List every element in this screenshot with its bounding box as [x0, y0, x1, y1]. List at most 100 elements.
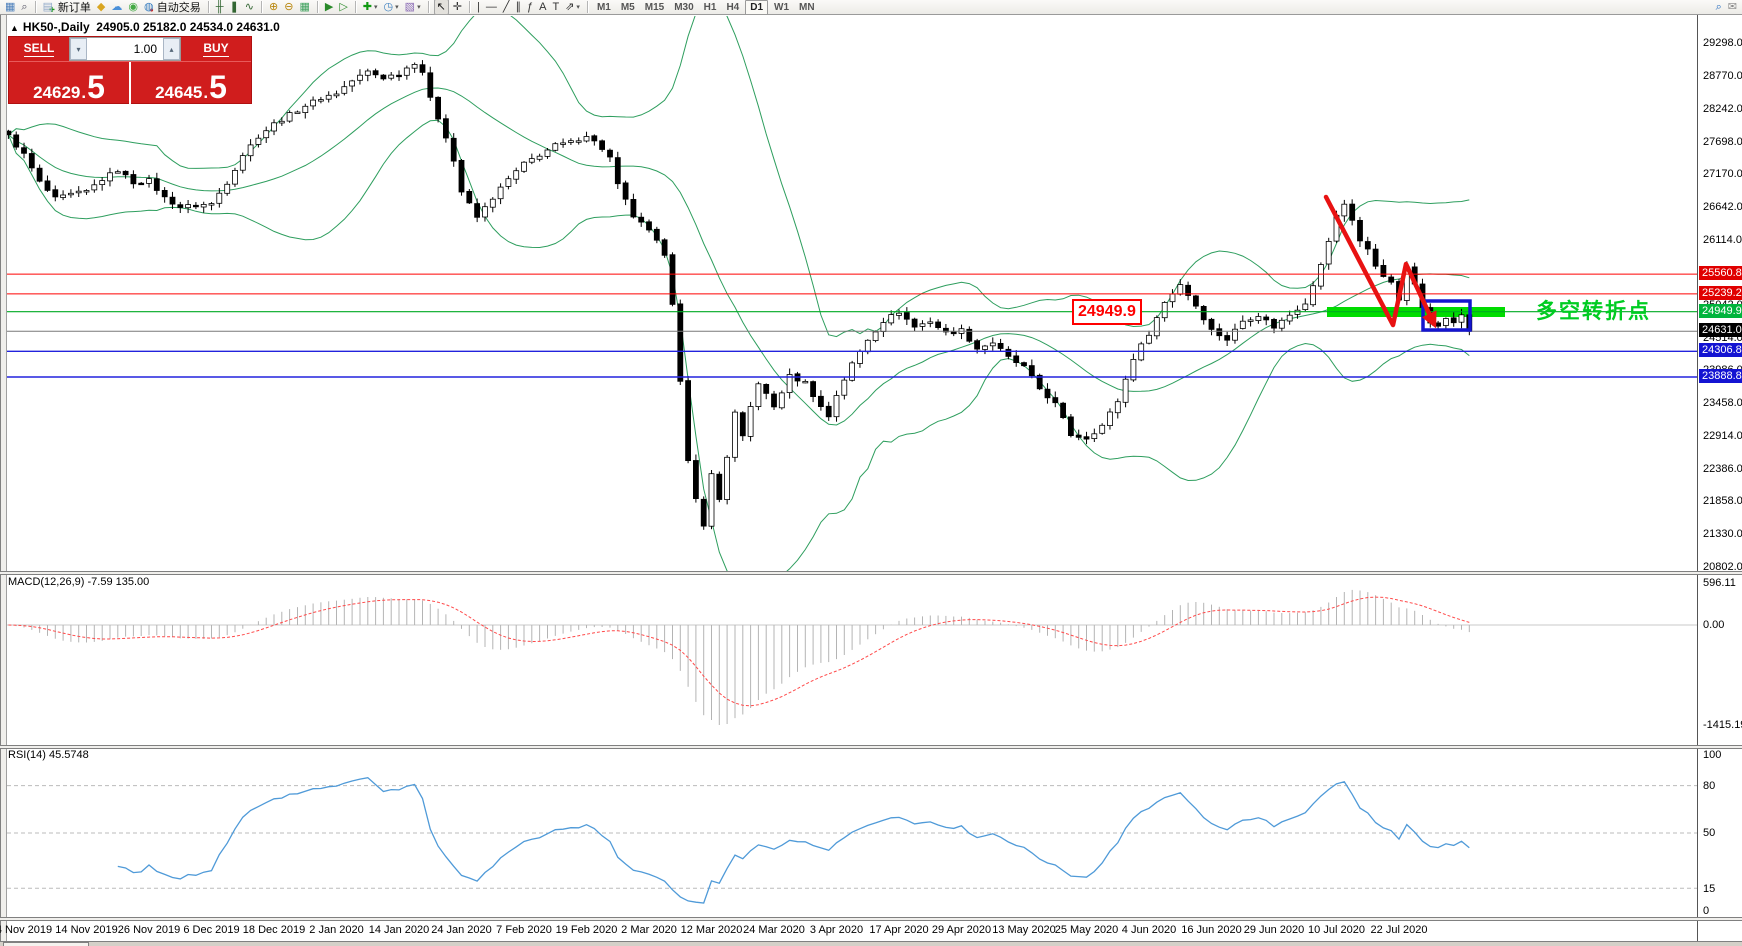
price-level-label: 24306.8 [1699, 343, 1742, 357]
text-label-icon: T [552, 0, 560, 13]
timeframe-m15-button[interactable]: M15 [644, 1, 665, 13]
toolbar-tile-windows-button[interactable]: ▦ [297, 0, 311, 14]
periods-icon: ◷ [383, 0, 394, 13]
toolbar-chart-candles-button[interactable]: ❚ [228, 0, 241, 14]
toolbar-text-button[interactable]: A [537, 0, 548, 14]
toolbar-autotrading-label: 自动交易 [156, 2, 201, 14]
toolbar-search-button[interactable]: ⌕ [1714, 0, 1724, 14]
timeframe-m1-button[interactable]: M1 [596, 1, 611, 13]
price-level-label: 25560.8 [1699, 266, 1742, 280]
date-tick-label: 29 Jun 2020 [1243, 924, 1305, 936]
date-tick-label: 29 Apr 2020 [931, 924, 992, 936]
chart-tab[interactable] [3, 942, 89, 946]
trendline-icon: ╱ [502, 0, 510, 13]
price-tick-label: 26114.0 [1703, 234, 1742, 246]
tile-windows-icon: ▦ [299, 0, 310, 13]
toolbar-separator [261, 1, 263, 13]
volume-increase-button[interactable]: ▴ [163, 38, 180, 60]
price-tick-label: 26642.0 [1703, 201, 1742, 213]
date-tick-label: 22 Jul 2020 [1370, 924, 1428, 936]
price-tick-label: 29298.0 [1703, 37, 1742, 49]
toolbar-new-chart-button[interactable]: ▦ [3, 0, 17, 14]
buy-price[interactable]: 24645. 5 [131, 62, 251, 104]
step-end-icon: ▷ [339, 0, 348, 13]
timeframe-h4-button[interactable]: H4 [726, 1, 740, 13]
price-tick-label: 27170.0 [1703, 168, 1742, 180]
turning-point-annotation[interactable]: 多空转折点 [1536, 300, 1651, 323]
horizontal-line-icon: — [485, 0, 497, 13]
collapse-panel-icon[interactable]: ▲ [10, 23, 19, 33]
step-forward-icon: ▶ [324, 0, 334, 13]
toolbar-community-chat-button[interactable]: ✉ [1726, 0, 1739, 14]
volume-decrease-button[interactable]: ▾ [70, 38, 87, 60]
sell-price-dot: . [81, 83, 87, 102]
toolbar-equidistant-channel-button[interactable]: ∥ [514, 0, 524, 14]
rsi-pane-splitter[interactable] [0, 745, 1742, 749]
toolbar-step-end-button[interactable]: ▷ [337, 0, 349, 14]
date-tick-label: 24 Mar 2020 [743, 924, 805, 936]
toolbar-objects-button[interactable]: ⇗ ▾ [563, 0, 582, 14]
price-tick-label: 27698.0 [1703, 136, 1742, 148]
rsi-scale-label: 50 [1703, 826, 1716, 839]
market-watch-icon: ◆ [96, 0, 106, 13]
toolbar-periods-button[interactable]: ◷ ▾ [382, 0, 401, 14]
date-axis-splitter [0, 917, 1742, 921]
toolbar-cursor-button[interactable]: ↖ [433, 0, 449, 15]
toolbar-chart-line-button[interactable]: ∿ [243, 0, 256, 14]
timeframe-h1-button[interactable]: H1 [703, 1, 717, 13]
ohlc-values: 24905.0 25182.0 24534.0 24631.0 [96, 20, 280, 34]
toolbar-chart-bars-button[interactable]: ╫ [214, 0, 226, 14]
toolbar-step-forward-button[interactable]: ▶ [323, 0, 335, 14]
buy-button[interactable]: BUY [181, 37, 251, 61]
toolbar-zoom-in-button[interactable]: ⊕ [267, 0, 280, 14]
toolbar-crosshair-button[interactable]: ✛ [451, 0, 464, 14]
toolbar-new-order-button[interactable]: ▤ ✚ 新订单 [41, 0, 93, 15]
sell-price[interactable]: 24629. 5 [9, 62, 131, 104]
main-toolbar: ▦ ⌕ ▤ ✚ 新订单 ◆ ☁ ◉ ◍ ● 自动交易 ╫ ❚ ∿ ⊕ ⊖ ▦ ▶ ▷ ✚ ▾ ◷ ▾ ▧ ▾ ↖ ✛ | — ╱ ∥ ƒ A T ⇗… [0, 0, 1742, 15]
price-callout-label[interactable]: 24949.9 [1072, 299, 1142, 325]
toolbar-separator [316, 1, 318, 13]
toolbar-templates-button[interactable]: ▧ ▾ [403, 0, 423, 14]
toolbar-vertical-line-button[interactable]: | [475, 0, 482, 14]
chevron-up-icon: ▴ [169, 44, 174, 54]
zoom-out-icon: ⊖ [284, 0, 294, 13]
toolbar-zoom-out-button[interactable]: ⊖ [282, 0, 295, 14]
timeframe-w1-button[interactable]: W1 [774, 1, 790, 13]
toolbar-add-indicator-button[interactable]: ✚ ▾ [361, 0, 380, 14]
timeframe-m5-button[interactable]: M5 [620, 1, 635, 13]
toolbar-market-watch-button[interactable]: ◆ [95, 0, 107, 14]
macd-pane [7, 589, 1697, 725]
toolbar-horizontal-line-button[interactable]: — [484, 0, 499, 14]
toolbar-signals-button[interactable]: ◉ [126, 0, 140, 14]
buy-price-big-digit: 5 [209, 69, 227, 106]
price-tick-label: 28242.0 [1703, 103, 1742, 115]
volume-input[interactable]: 1.00 [133, 42, 157, 56]
date-tick-label: 3 Apr 2020 [809, 924, 864, 936]
signals-icon: ◉ [128, 0, 138, 13]
timeframe-mn-button[interactable]: MN [799, 1, 815, 13]
zigzag-arrow[interactable] [1323, 194, 1437, 329]
add-indicator-icon: ✚ [362, 0, 373, 13]
macd-histogram [15, 589, 1470, 725]
toolbar-fibonacci-button[interactable]: ƒ [525, 0, 535, 14]
date-tick-label: 4 Nov 2019 [0, 924, 53, 936]
timeframe-d1-button[interactable]: D1 [745, 0, 769, 15]
templates-icon: ▧ [404, 0, 416, 13]
sell-price-big-digit: 5 [87, 69, 105, 106]
toolbar-chart-cloud-button[interactable]: ☁ [109, 0, 124, 14]
date-tick-label: 2 Jan 2020 [309, 924, 364, 936]
price-level-label: 25239.2 [1699, 286, 1742, 300]
toolbar-autotrading-button[interactable]: ◍ ● 自动交易 [142, 0, 203, 15]
sell-button[interactable]: SELL [9, 37, 69, 61]
macd-scale-label: 596.11 [1703, 576, 1736, 589]
cursor-icon: ↖ [436, 0, 446, 13]
toolbar-separator [354, 1, 356, 13]
objects-icon: ⇗ [565, 0, 575, 13]
macd-pane-splitter[interactable] [0, 571, 1742, 575]
toolbar-profiles-button[interactable]: ⌕ [19, 0, 29, 14]
toolbar-trendline-button[interactable]: ╱ [501, 0, 512, 14]
toolbar-text-label-button[interactable]: T [550, 0, 561, 14]
timeframe-m30-button[interactable]: M30 [674, 1, 694, 13]
chevron-down-icon: ▾ [417, 4, 421, 11]
symbol-period-label: HK50-,Daily [22, 20, 90, 34]
